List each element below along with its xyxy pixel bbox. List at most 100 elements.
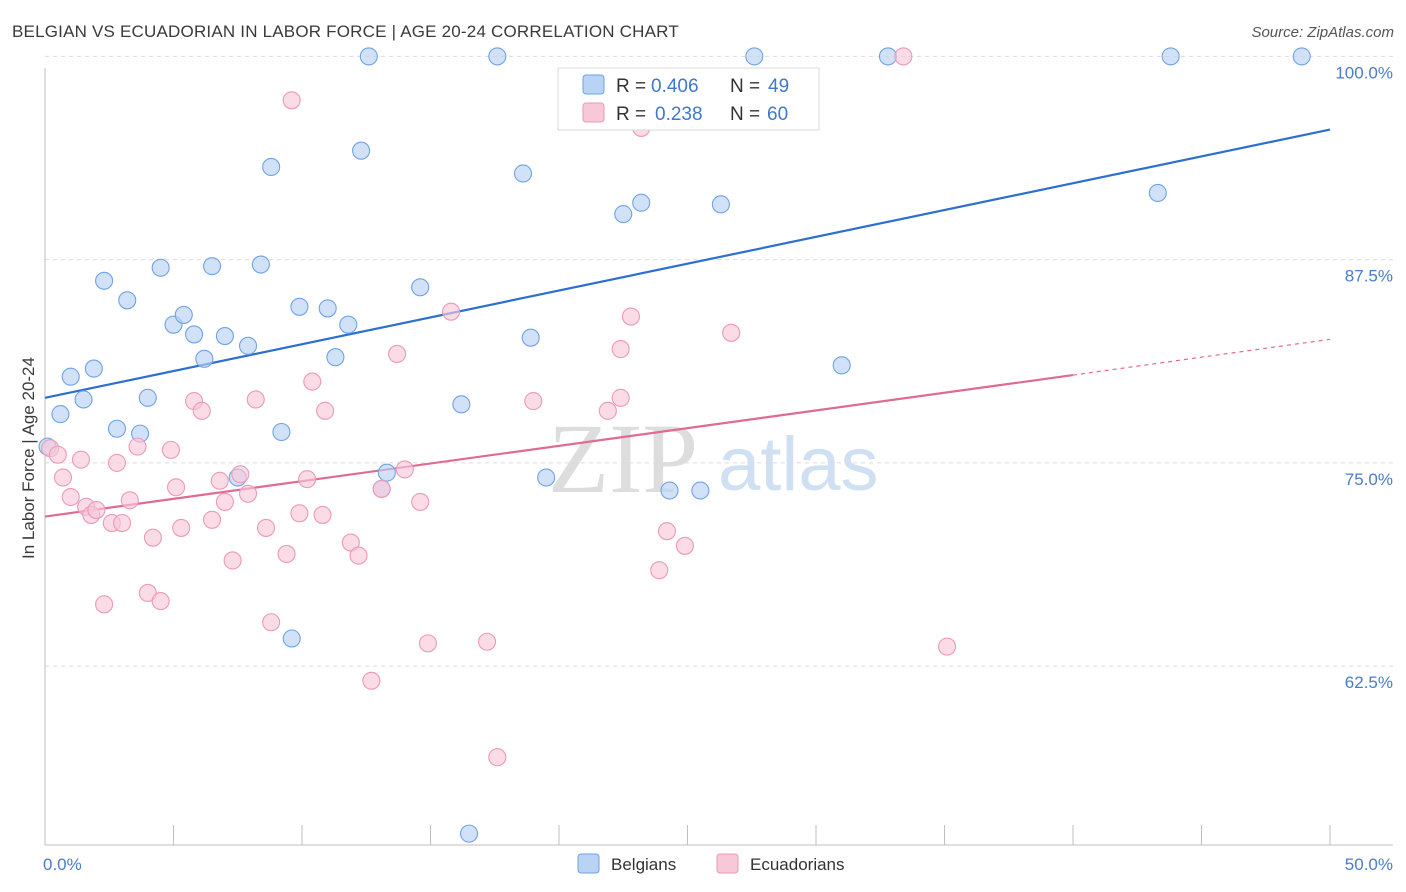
point-series-1-31 bbox=[277, 544, 296, 563]
point-series-1-47 bbox=[477, 632, 497, 651]
point-series-0-5 bbox=[95, 271, 114, 290]
point-series-1-46 bbox=[442, 302, 461, 321]
point-series-0-15 bbox=[203, 257, 222, 276]
point-series-1-3 bbox=[61, 487, 80, 507]
point-series-1-7 bbox=[87, 500, 106, 520]
point-series-0-20 bbox=[262, 157, 281, 177]
stats-legend: R = 0.406 N = 49 R = 0.238 N = 60 bbox=[557, 67, 820, 131]
point-series-1-57 bbox=[675, 536, 694, 555]
point-series-0-18 bbox=[238, 336, 258, 355]
chart-title: BELGIAN VS ECUADORIAN IN LABOR FORCE | A… bbox=[12, 22, 679, 41]
point-series-1-35 bbox=[303, 372, 322, 391]
point-series-1-23 bbox=[210, 471, 229, 490]
point-series-1-32 bbox=[282, 91, 301, 110]
point-series-1-27 bbox=[238, 484, 258, 503]
trend-line-series-1 bbox=[44, 373, 1074, 518]
point-series-1-10 bbox=[107, 453, 127, 472]
point-series-1-39 bbox=[349, 546, 368, 565]
point-series-0-28 bbox=[359, 47, 378, 66]
point-series-0-46 bbox=[1148, 183, 1167, 203]
point-series-1-22 bbox=[203, 510, 222, 529]
point-series-1-26 bbox=[231, 465, 250, 484]
point-series-1-44 bbox=[411, 492, 430, 511]
x-tick-label-0: 0.0% bbox=[43, 855, 82, 874]
point-series-0-7 bbox=[118, 291, 137, 310]
y-tick-label-1: 87.5% bbox=[1345, 267, 1393, 286]
stats-swatch-ecuadorians bbox=[582, 102, 605, 123]
y-tick-label-0: 100.0% bbox=[1335, 63, 1393, 82]
point-series-0-32 bbox=[452, 395, 471, 414]
point-series-1-56 bbox=[657, 522, 676, 541]
axes bbox=[44, 68, 1393, 846]
point-series-0-30 bbox=[377, 463, 396, 482]
point-series-0-9 bbox=[138, 388, 157, 407]
point-series-0-42 bbox=[711, 195, 730, 214]
point-series-1-25 bbox=[223, 551, 242, 570]
point-series-1-59 bbox=[938, 637, 957, 656]
point-series-1-19 bbox=[172, 518, 191, 537]
point-series-1-45 bbox=[418, 634, 437, 653]
point-series-0-37 bbox=[537, 468, 556, 487]
trend-lines bbox=[44, 128, 1331, 518]
point-series-1-18 bbox=[167, 478, 186, 497]
stats-n-label-2: N = bbox=[730, 104, 760, 125]
point-series-1-16 bbox=[151, 592, 170, 611]
stats-n-value-1: 49 bbox=[768, 76, 789, 97]
y-tick-label-2: 75.0% bbox=[1345, 470, 1393, 489]
point-series-0-12 bbox=[174, 305, 193, 324]
stats-r-label-1: R = bbox=[616, 76, 646, 97]
point-series-0-40 bbox=[660, 481, 679, 500]
point-series-0-47 bbox=[1161, 47, 1180, 66]
point-series-0-25 bbox=[326, 348, 345, 367]
point-series-0-33 bbox=[459, 824, 479, 843]
gridlines bbox=[45, 55, 1393, 667]
point-series-0-38 bbox=[614, 205, 633, 224]
point-series-0-45 bbox=[878, 47, 898, 66]
watermark-atlas: atlas bbox=[718, 422, 879, 507]
point-series-1-60 bbox=[894, 47, 913, 66]
source-credit: Source: ZipAtlas.com bbox=[1251, 24, 1394, 41]
point-series-1-17 bbox=[161, 440, 180, 459]
series-legend: Belgians Ecuadorians bbox=[577, 853, 845, 874]
watermark-zip: ZIP bbox=[548, 403, 698, 514]
point-series-0-14 bbox=[195, 349, 214, 368]
point-series-1-42 bbox=[388, 344, 407, 363]
stats-n-label-1: N = bbox=[730, 76, 760, 97]
point-series-0-26 bbox=[339, 315, 358, 334]
point-series-0-34 bbox=[488, 47, 507, 66]
point-series-1-4 bbox=[71, 450, 91, 469]
point-series-1-12 bbox=[120, 491, 139, 510]
point-series-0-3 bbox=[74, 390, 93, 409]
point-series-1-33 bbox=[290, 504, 309, 523]
point-series-0-31 bbox=[411, 278, 430, 297]
data-points bbox=[38, 47, 1311, 843]
point-series-1-58 bbox=[722, 323, 741, 342]
stats-r-value-2: 0.238 bbox=[655, 104, 703, 125]
point-series-0-44 bbox=[832, 356, 851, 375]
point-series-0-23 bbox=[290, 297, 309, 316]
point-series-1-41 bbox=[372, 479, 391, 498]
point-series-0-16 bbox=[215, 327, 234, 346]
legend-label-ecuadorians: Ecuadorians bbox=[750, 855, 845, 874]
y-axis-label: In Labor Force | Age 20-24 bbox=[19, 357, 38, 559]
point-series-1-24 bbox=[215, 492, 234, 511]
stats-r-value-1: 0.406 bbox=[651, 76, 699, 97]
point-series-0-6 bbox=[107, 419, 127, 438]
stats-n-value-2: 60 bbox=[767, 104, 788, 125]
point-series-1-2 bbox=[53, 468, 73, 487]
x-tick-label-1: 50.0% bbox=[1345, 855, 1393, 874]
stats-r-label-2: R = bbox=[616, 104, 646, 125]
point-series-0-36 bbox=[521, 328, 540, 347]
point-series-1-36 bbox=[313, 505, 332, 524]
point-series-0-22 bbox=[282, 629, 301, 648]
point-series-0-1 bbox=[51, 405, 70, 424]
point-series-1-55 bbox=[650, 561, 669, 580]
point-series-1-13 bbox=[128, 437, 147, 456]
point-series-1-11 bbox=[113, 514, 132, 533]
point-series-0-2 bbox=[61, 367, 80, 386]
point-series-1-21 bbox=[192, 401, 211, 420]
point-series-1-40 bbox=[362, 671, 381, 690]
point-series-0-48 bbox=[1292, 47, 1311, 66]
point-series-0-35 bbox=[513, 164, 533, 183]
